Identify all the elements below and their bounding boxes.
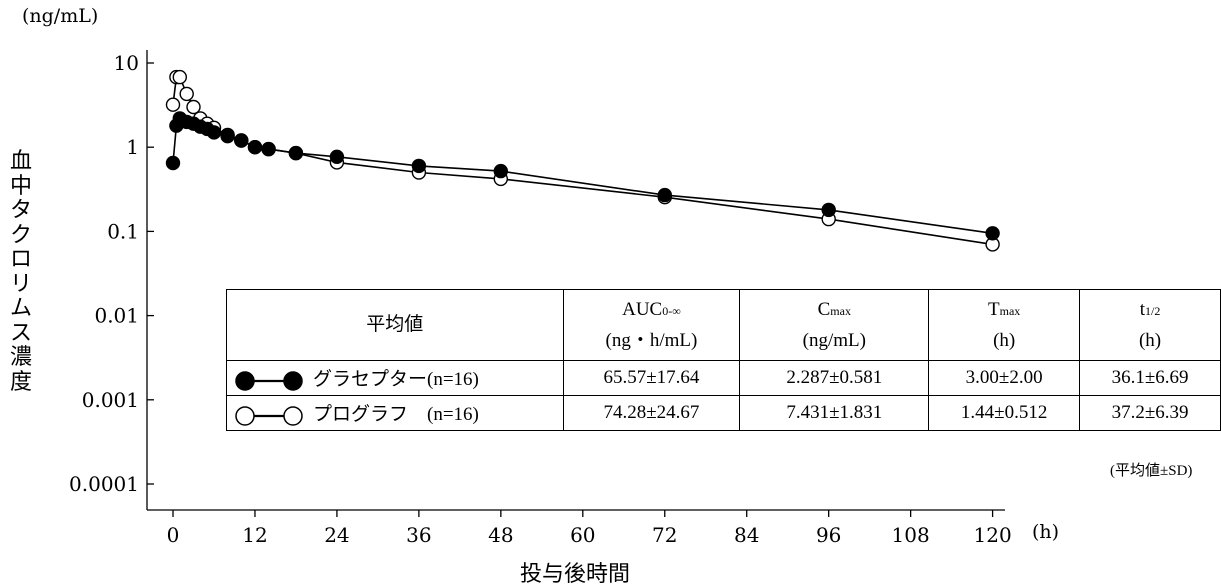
series-line <box>172 117 993 235</box>
x-unit-label: (h) <box>1032 521 1059 543</box>
series-graceptor <box>165 111 1000 241</box>
data-point <box>329 149 345 165</box>
x-tick-label: 108 <box>892 523 930 547</box>
y-tick-label: 0.1 <box>107 219 139 243</box>
x-tick-label: 12 <box>242 523 267 547</box>
data-point <box>220 128 235 144</box>
y-ticks: 10 1 0.1 0.01 0.001 0.0001 <box>69 51 154 496</box>
series-line <box>172 76 993 246</box>
data-point <box>657 187 672 203</box>
data-point <box>985 226 1000 241</box>
y-tick-label: 0.0001 <box>69 472 139 496</box>
summary-header-row: 平均値 AUC0-∞ (ng・h/mL) Cmax (ng/mL) Tmax (… <box>226 289 1221 361</box>
x-tick-label: 36 <box>406 523 431 547</box>
x-tick-label: 84 <box>734 523 759 547</box>
x-tick-label: 0 <box>167 523 180 547</box>
y-axis-label: 血中タクロリムス濃度 <box>10 149 33 395</box>
x-axis-label: 投与後時間 <box>520 562 631 587</box>
x-tick-label: 120 <box>974 523 1012 547</box>
series-layer <box>165 69 1000 252</box>
data-point <box>186 99 201 115</box>
filled-circle-legend-icon <box>235 371 303 391</box>
x-tick-label: 72 <box>652 523 677 547</box>
y-tick-label: 10 <box>114 51 139 75</box>
summary-table: 平均値 AUC0-∞ (ng・h/mL) Cmax (ng/mL) Tmax (… <box>226 289 1221 431</box>
header-thalf: t1/2 (h) <box>1079 289 1221 361</box>
y-tick-label: 0.01 <box>94 304 139 328</box>
x-tick-label: 60 <box>570 523 595 547</box>
header-label: 平均値 <box>226 289 564 361</box>
table-footnote: (平均値±SD) <box>1110 463 1193 479</box>
open-circle-legend-icon <box>235 406 303 426</box>
series-prograf <box>165 69 1000 252</box>
legend-graceptor: グラセプター(n=16) <box>226 360 564 396</box>
y-unit-label: (ng/mL) <box>22 5 98 27</box>
data-point <box>247 139 263 155</box>
data-point <box>179 86 194 102</box>
data-point <box>261 141 276 157</box>
x-tick-label: 24 <box>324 523 349 547</box>
data-point <box>288 145 304 161</box>
y-tick-label: 0.001 <box>82 388 139 412</box>
data-point <box>411 158 427 174</box>
x-tick-label: 48 <box>488 523 513 547</box>
header-cmax: Cmax (ng/mL) <box>739 289 930 361</box>
data-point <box>821 202 836 218</box>
data-point <box>172 69 188 85</box>
legend-prograf: プログラフ (n=16) <box>226 395 564 431</box>
data-point <box>493 163 508 179</box>
header-tmax: Tmax (h) <box>928 289 1081 361</box>
data-point <box>165 97 181 112</box>
data-point <box>206 125 222 140</box>
summary-row-prograf: プログラフ (n=16) 74.28±24.67 7.431±1.831 1.4… <box>226 395 1221 431</box>
y-tick-label: 1 <box>126 135 139 159</box>
x-ticks: 0 12 24 36 48 60 72 84 96 108 120 <box>167 510 1012 547</box>
x-tick-label: 96 <box>816 523 841 547</box>
header-auc: AUC0-∞ (ng・h/mL) <box>562 289 741 361</box>
data-point <box>234 133 249 148</box>
data-point <box>165 155 181 171</box>
axes <box>146 50 1005 511</box>
summary-row-graceptor: グラセプター(n=16) 65.57±17.64 2.287±0.581 3.0… <box>226 360 1221 396</box>
